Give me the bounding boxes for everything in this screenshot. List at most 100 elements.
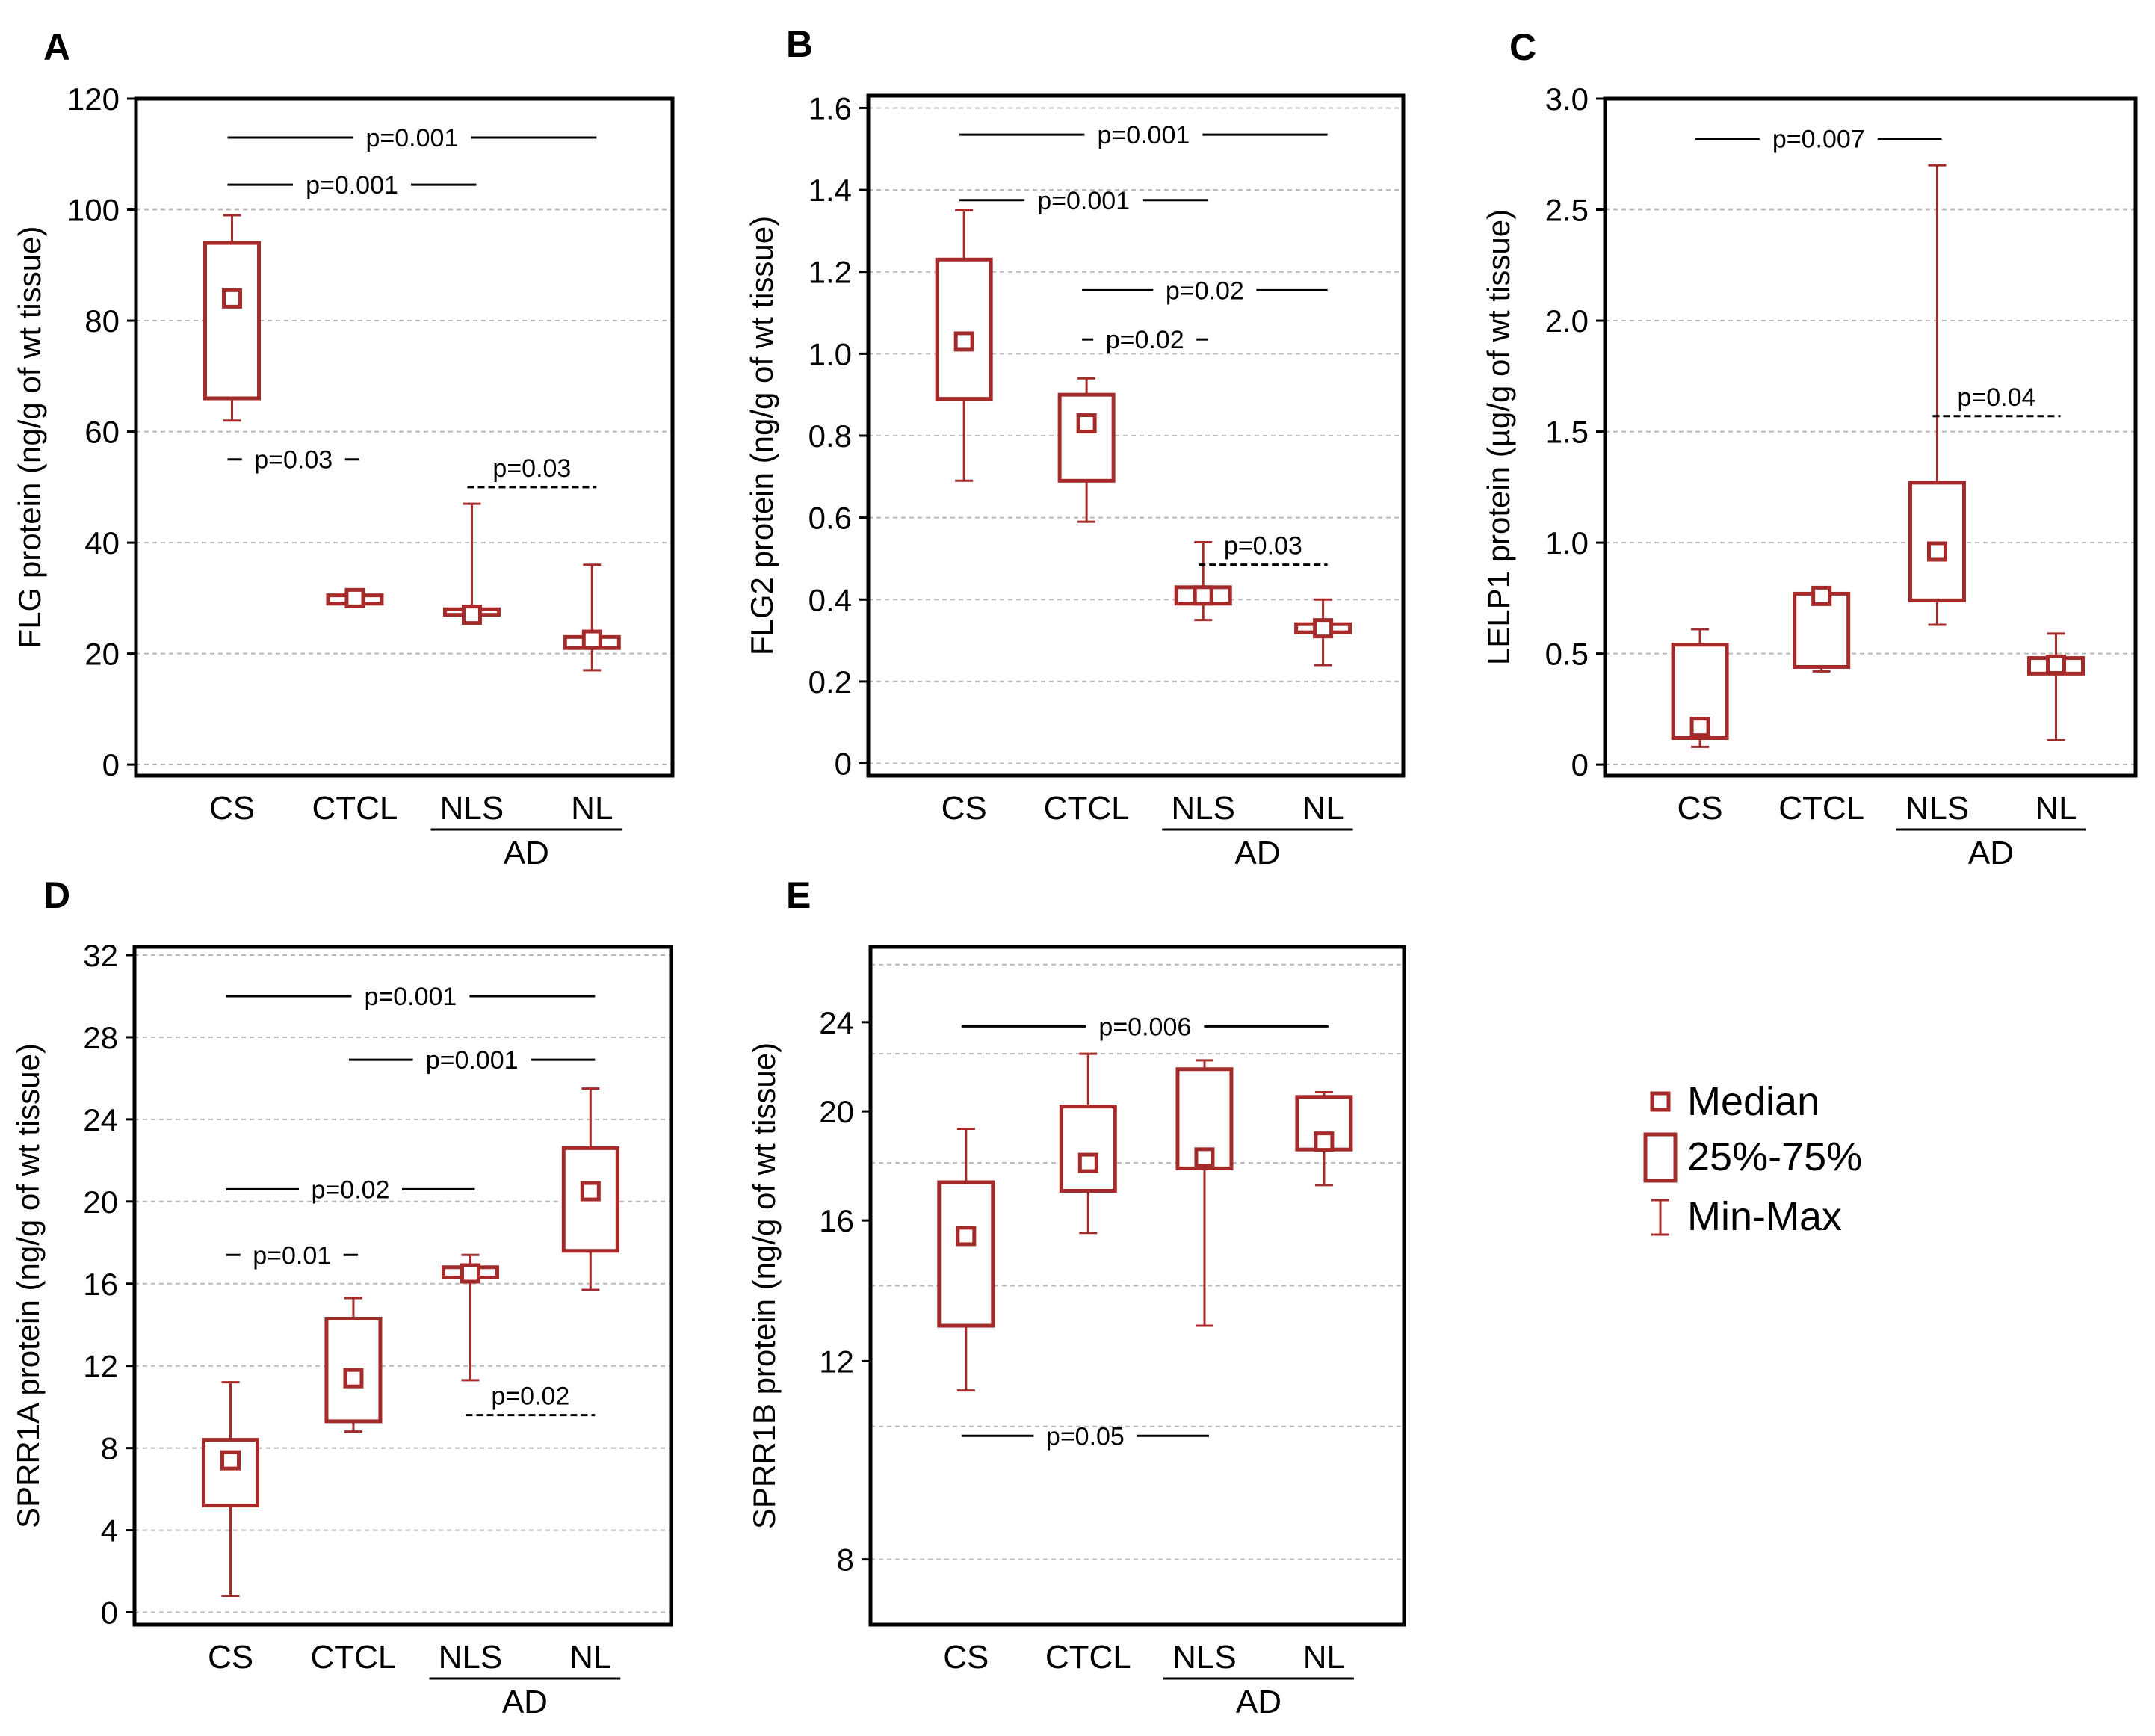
p-value-label: p=0.001 [1097,121,1190,149]
p-value-label: p=0.02 [491,1383,569,1411]
plot-frame [868,945,1406,1627]
y-tick-label: 28 [83,1020,118,1055]
p-value-label: p=0.001 [1037,187,1130,215]
panel-letter: E [786,874,811,916]
p-value-label: p=0.001 [364,983,457,1011]
p-value-label: p=0.02 [1166,277,1244,305]
comparison: p=0.02 [466,1383,596,1417]
p-value-label: p=0.04 [1958,383,2036,412]
legend-iqr-label: 25%-75% [1687,1134,1862,1179]
y-axis-label: SPRR1B protein (ng/g of wt tissue) [746,1042,782,1529]
y-axis-label: LELP1 protein (µg/g of wt tissue) [1481,209,1516,665]
legend-median-label: Median [1687,1079,1819,1124]
p-value-label: p=0.03 [1224,532,1302,560]
comparison: p=0.03 [1199,532,1328,566]
group-label: AD [504,835,549,871]
comparison: p=0.007 [1695,125,1942,153]
box-cs [1671,628,1729,748]
box-nls [1174,541,1232,622]
box-nl [563,563,621,672]
p-value-label: p=0.03 [254,446,333,475]
group-label: AD [1236,1684,1281,1720]
category-label: NL [2035,790,2077,827]
panel-letter: B [786,23,813,65]
y-tick-label: 2.5 [1545,193,1589,228]
category-label: CS [208,1639,253,1675]
y-tick-label: 4 [101,1513,118,1548]
y-tick-label: 0 [835,747,852,782]
category-label: CTCL [1778,790,1864,827]
comparison: p=0.02 [1082,326,1208,354]
box-nls [442,502,501,625]
category-label: NLS [1905,790,1970,827]
comparison: p=0.001 [227,124,597,152]
y-tick-label: 32 [83,938,118,973]
box-ctcl [1059,1052,1117,1235]
group-label: AD [1234,835,1280,871]
legend-iqr-icon [1643,1132,1678,1183]
y-tick-label: 0.8 [808,418,852,454]
category-label: NLS [1172,1639,1237,1675]
panel-a: A 0 20 40 60 80 100 120 FLG protein (ng/g of wt … [12,26,675,871]
comparison: p=0.001 [959,121,1328,149]
panel-letter: C [1509,26,1536,68]
comparison: p=0.006 [961,1013,1329,1041]
y-tick-label: 0 [102,747,120,782]
y-tick-label: 40 [84,525,120,560]
y-tick-label: 1.5 [1545,415,1589,450]
category-label: NLS [1171,790,1235,827]
panel-letter: A [43,26,70,68]
p-value-label: p=0.001 [426,1046,519,1075]
category-label: CTCL [1044,790,1130,827]
y-axis-label: SPRR1A protein (ng/g of wt tissue) [10,1043,46,1528]
panel-letter: D [43,874,70,916]
comparison: p=0.01 [226,1241,358,1270]
category-label: CS [942,790,987,827]
p-value-label: p=0.03 [492,454,571,483]
panel-d: D 0 4 8 12 16 20 24 28 32 SPRR1A protein (ng/g of … [10,874,673,1720]
category-label: CS [209,790,255,827]
comparison: p=0.03 [227,446,359,475]
category-label: NL [569,1639,611,1675]
box-cs [935,208,993,482]
y-tick-label: 24 [819,1005,854,1040]
median-marker [344,587,365,608]
median-marker [1314,1131,1335,1152]
y-tick-label: 20 [819,1094,854,1129]
box-ctcl [1793,585,1851,673]
category-label: CTCL [1045,1639,1131,1675]
y-tick-label: 12 [819,1344,854,1379]
y-tick-label: 3.0 [1545,81,1589,117]
y-tick-label: 1.0 [1545,525,1589,560]
box-nl [1294,598,1352,667]
median-marker [222,288,243,309]
y-tick-label: 8 [101,1431,118,1466]
y-tick-label: 2.0 [1545,303,1589,339]
y-tick-label: 80 [84,303,120,339]
y-tick-label: 20 [83,1184,118,1220]
panel-c: C 0 0.5 1.0 1.5 2.0 2.5 3.0 LELP1 protein (µg/g … [1481,26,2138,871]
box-ctcl [326,587,384,608]
comparison: p=0.001 [227,171,477,200]
box-ctcl [1057,377,1116,523]
y-tick-label: 1.4 [808,173,852,208]
median-marker [1689,717,1710,738]
box-cs [202,1381,260,1598]
median-marker [581,629,602,650]
median-marker [1926,541,1947,562]
box-nl [2027,632,2085,741]
median-marker [343,1368,364,1389]
box-cs [203,214,262,422]
y-tick-label: 0.5 [1545,637,1589,672]
plot-frame [132,945,673,1627]
median-marker [1078,1152,1098,1173]
median-marker [1194,1147,1215,1168]
y-tick-label: 60 [84,415,120,450]
iqr-box [1057,392,1116,483]
median-marker [220,1450,241,1471]
median-marker [2046,654,2066,675]
box-nl [1295,1090,1353,1187]
comparison: p=0.02 [226,1176,475,1204]
legend-range-label: Min-Max [1687,1194,1842,1239]
